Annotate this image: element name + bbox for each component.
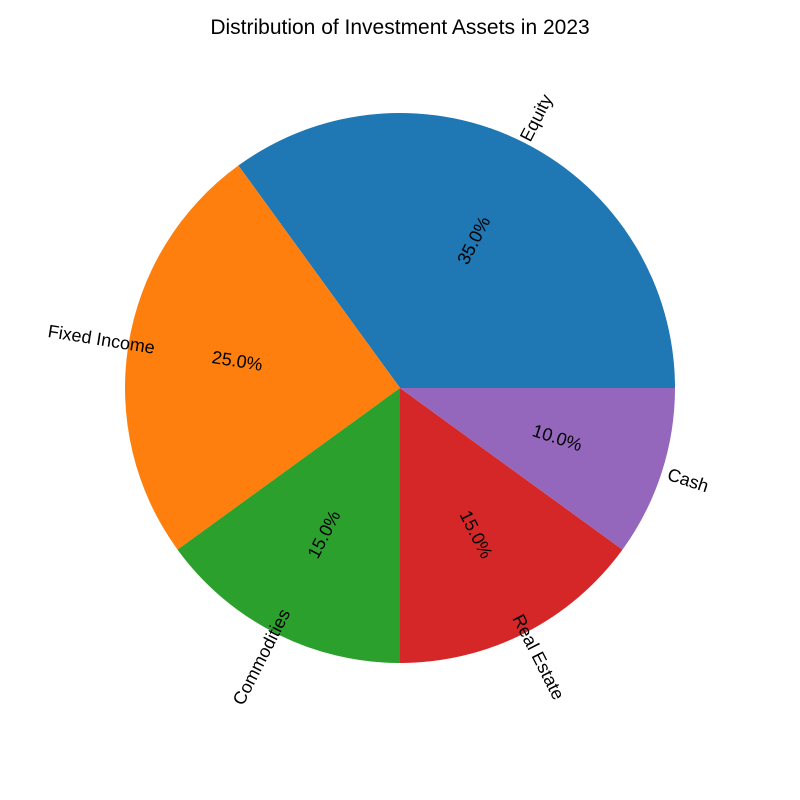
- pie-slice-fixed-income: [125, 165, 400, 550]
- pie-slice-commodities: [177, 388, 400, 663]
- slice-label-cash: Cash: [665, 464, 711, 496]
- chart-title: Distribution of Investment Assets in 202…: [210, 16, 590, 39]
- pie-slice-equity: [238, 113, 675, 389]
- slice-label-equity: Equity: [516, 91, 557, 145]
- pie-slice-real-estate: [400, 388, 623, 663]
- pie-slices: [125, 113, 675, 663]
- pie-slice-cash: [400, 388, 675, 550]
